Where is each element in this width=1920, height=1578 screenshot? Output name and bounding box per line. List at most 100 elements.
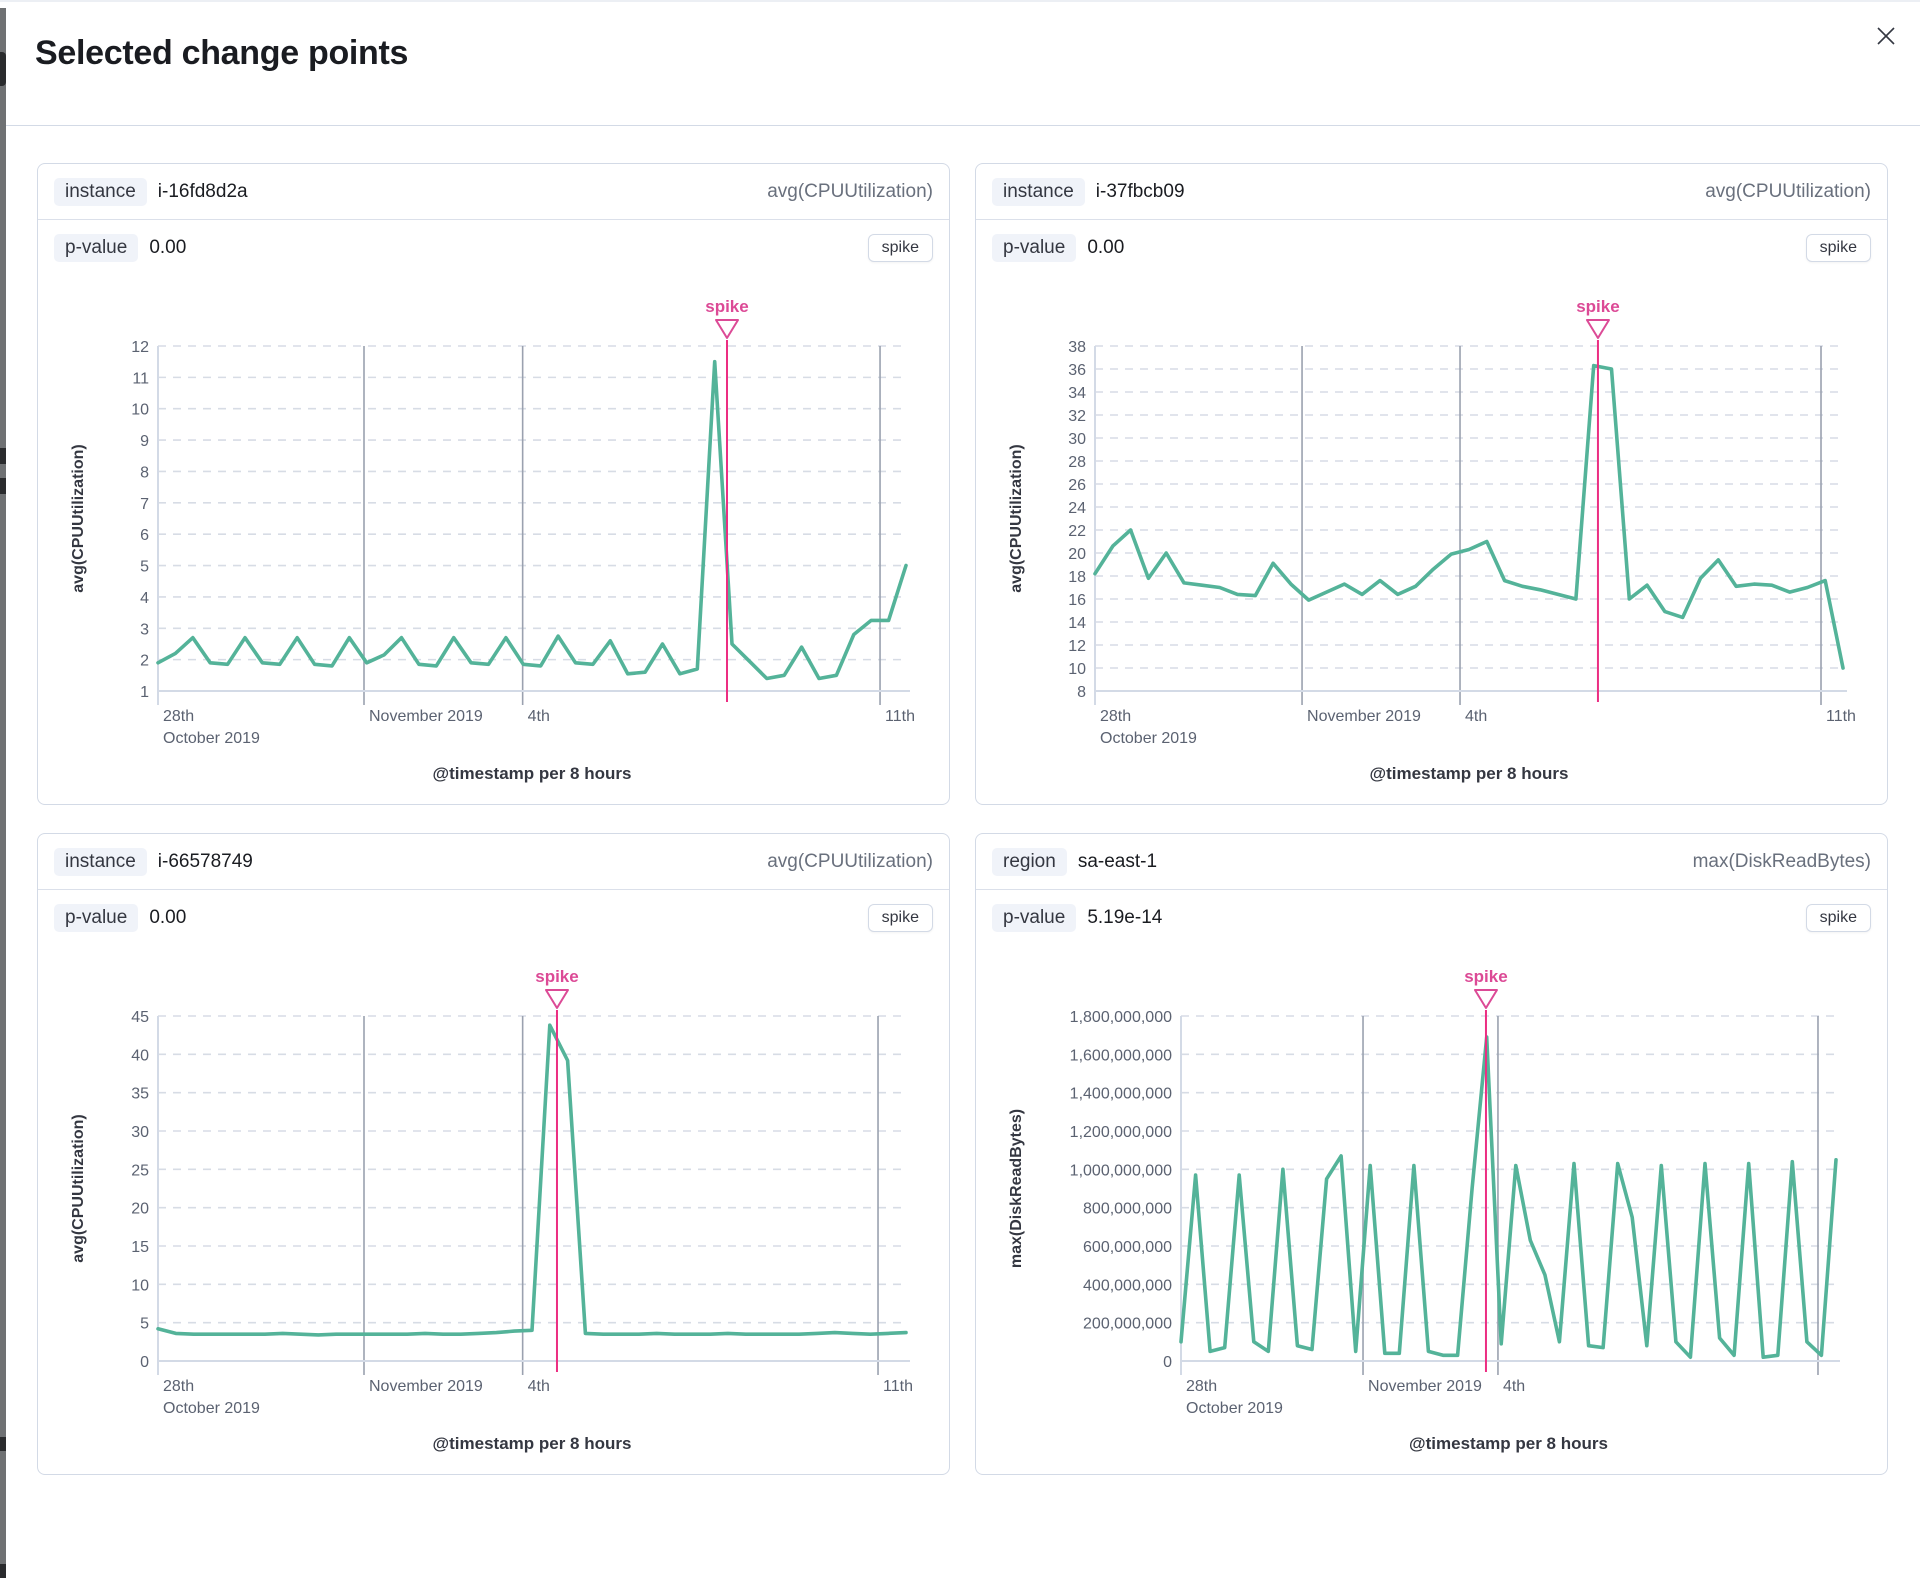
svg-text:38: 38 — [1068, 339, 1086, 356]
svg-text:5: 5 — [140, 559, 149, 576]
p-value-badge: p-value — [992, 234, 1077, 262]
field-name-badge: region — [992, 847, 1067, 876]
svg-text:4th: 4th — [1465, 708, 1487, 725]
svg-text:10: 10 — [131, 402, 149, 419]
svg-text:30: 30 — [131, 1124, 149, 1141]
background-edge-mark — [0, 478, 6, 494]
svg-text:October 2019: October 2019 — [1186, 1400, 1283, 1417]
svg-text:10: 10 — [1068, 661, 1086, 678]
p-value: 0.00 — [1087, 237, 1125, 258]
svg-text:7: 7 — [140, 496, 149, 513]
svg-text:12: 12 — [1068, 638, 1086, 655]
change-point-panel: region sa-east-1 max(DiskReadBytes) p-va… — [975, 833, 1888, 1475]
svg-text:4th: 4th — [528, 1378, 550, 1395]
svg-text:8: 8 — [1077, 684, 1086, 701]
svg-text:@timestamp per 8 hours: @timestamp per 8 hours — [1370, 764, 1569, 783]
svg-text:28th: 28th — [1186, 1378, 1217, 1395]
field-value: i-37fbcb09 — [1095, 180, 1185, 202]
panel-header-row: region sa-east-1 max(DiskReadBytes) — [976, 834, 1887, 890]
svg-text:11th: 11th — [883, 1378, 913, 1395]
p-value: 0.00 — [149, 907, 187, 928]
field-value: i-66578749 — [157, 850, 253, 872]
panel-stats-row: p-value 0.00 spike — [976, 221, 1887, 275]
svg-text:@timestamp per 8 hours: @timestamp per 8 hours — [1409, 1434, 1608, 1453]
svg-text:1,200,000,000: 1,200,000,000 — [1070, 1124, 1172, 1141]
svg-text:October 2019: October 2019 — [1100, 730, 1197, 747]
svg-text:8: 8 — [140, 464, 149, 481]
svg-text:28th: 28th — [1100, 708, 1131, 725]
panel-header-row: instance i-66578749 avg(CPUUtilization) — [38, 834, 949, 890]
change-point-panel: instance i-66578749 avg(CPUUtilization) … — [37, 833, 950, 1475]
background-edge-mark — [0, 448, 6, 464]
svg-text:@timestamp per 8 hours: @timestamp per 8 hours — [433, 764, 632, 783]
chart-disk-read-bytes: 0 200,000,000 400,000,000 600,000,000 800,00… — [1008, 967, 1840, 1453]
background-edge-mark — [0, 1564, 6, 1578]
svg-text:4th: 4th — [528, 708, 550, 725]
panel-header-row: instance i-16fd8d2a avg(CPUUtilization) — [38, 164, 949, 220]
svg-text:1,400,000,000: 1,400,000,000 — [1070, 1086, 1172, 1103]
p-value-badge: p-value — [54, 234, 139, 262]
svg-text:0: 0 — [140, 1354, 149, 1371]
p-value: 5.19e-14 — [1087, 907, 1163, 928]
svg-text:45: 45 — [131, 1009, 149, 1026]
svg-text:avg(CPUUtilization): avg(CPUUtilization) — [1008, 444, 1025, 592]
panel-stats-row: p-value 0.00 spike — [38, 221, 949, 275]
svg-text:October 2019: October 2019 — [163, 730, 260, 747]
metric-label: avg(CPUUtilization) — [767, 180, 933, 202]
svg-text:3: 3 — [140, 621, 149, 638]
svg-text:200,000,000: 200,000,000 — [1083, 1316, 1172, 1333]
svg-text:4th: 4th — [1503, 1378, 1525, 1395]
svg-text:1,000,000,000: 1,000,000,000 — [1070, 1162, 1172, 1179]
svg-text:spike: spike — [1464, 967, 1507, 986]
close-icon[interactable] — [1870, 20, 1902, 52]
svg-text:1: 1 — [140, 684, 149, 701]
svg-text:spike: spike — [535, 967, 578, 986]
svg-text:avg(CPUUtilization): avg(CPUUtilization) — [70, 444, 87, 592]
change-type-button[interactable]: spike — [1805, 234, 1871, 262]
svg-text:0: 0 — [1163, 1354, 1172, 1371]
svg-text:24: 24 — [1068, 500, 1086, 517]
svg-text:600,000,000: 600,000,000 — [1083, 1239, 1172, 1256]
change-type-button[interactable]: spike — [867, 234, 933, 262]
svg-text:10: 10 — [131, 1277, 149, 1294]
svg-text:November 2019: November 2019 — [369, 708, 483, 725]
change-type-button[interactable]: spike — [1805, 904, 1871, 932]
svg-text:800,000,000: 800,000,000 — [1083, 1201, 1172, 1218]
p-value-badge: p-value — [54, 904, 139, 932]
svg-text:22: 22 — [1068, 523, 1086, 540]
svg-text:9: 9 — [140, 433, 149, 450]
chart-cpu-utilization: 0 5 10 15 20 25 30 35 40 45 28th October 2019 Novemb… — [70, 967, 913, 1453]
background-page-edge — [0, 8, 6, 1578]
svg-text:11: 11 — [132, 370, 149, 387]
svg-text:11th: 11th — [1826, 708, 1856, 725]
svg-text:1,800,000,000: 1,800,000,000 — [1070, 1009, 1172, 1026]
svg-text:November 2019: November 2019 — [369, 1378, 483, 1395]
chart-cpu-utilization: 8 10 12 14 16 18 20 22 24 26 28 30 32 34 36 38 28th Octob… — [1008, 297, 1856, 783]
svg-text:18: 18 — [1068, 569, 1086, 586]
svg-text:6: 6 — [140, 527, 149, 544]
svg-text:40: 40 — [131, 1047, 149, 1064]
change-point-panel: instance i-16fd8d2a avg(CPUUtilization) … — [37, 163, 950, 805]
svg-text:28: 28 — [1068, 454, 1086, 471]
flyout-header: Selected change points — [6, 2, 1920, 126]
svg-text:26: 26 — [1068, 477, 1086, 494]
field-name-badge: instance — [54, 847, 147, 876]
svg-text:28th: 28th — [163, 708, 194, 725]
svg-text:October 2019: October 2019 — [163, 1400, 260, 1417]
svg-text:12: 12 — [131, 339, 149, 356]
svg-text:spike: spike — [1576, 297, 1619, 316]
change-type-button[interactable]: spike — [867, 904, 933, 932]
svg-text:November 2019: November 2019 — [1368, 1378, 1482, 1395]
metric-label: avg(CPUUtilization) — [1705, 180, 1871, 202]
svg-text:34: 34 — [1068, 385, 1086, 402]
panel-header-row: instance i-37fbcb09 avg(CPUUtilization) — [976, 164, 1887, 220]
panel-stats-row: p-value 0.00 spike — [38, 891, 949, 945]
change-point-panel: instance i-37fbcb09 avg(CPUUtilization) … — [975, 163, 1888, 805]
svg-text:20: 20 — [1068, 546, 1086, 563]
metric-label: avg(CPUUtilization) — [767, 850, 933, 872]
svg-text:1,600,000,000: 1,600,000,000 — [1070, 1047, 1172, 1064]
svg-text:November 2019: November 2019 — [1307, 708, 1421, 725]
svg-text:20: 20 — [131, 1201, 149, 1218]
